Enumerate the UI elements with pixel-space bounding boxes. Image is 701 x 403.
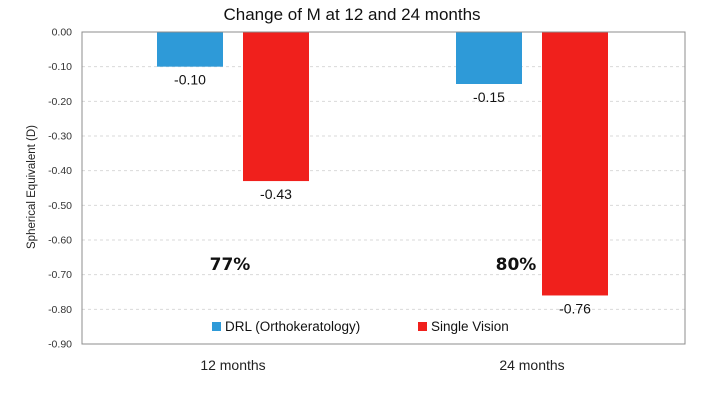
y-axis-title: Spherical Equivalent (D) [26,125,38,249]
plot-area-border [81,31,686,345]
y-axis-ticks: 0.00 -0.10 -0.20 -0.30 -0.40 -0.50 -0.60 -0.70 -… [48,27,72,351]
x-category-label: 12 months [200,357,265,373]
bar-drl-1 [456,32,522,84]
chart-title: Change of M at 12 and 24 months [223,5,480,24]
gridlines [82,66,685,310]
legend-swatch [418,322,427,331]
y-tick-label: -0.30 [48,131,72,143]
bars [157,32,608,296]
data-label: -0.76 [559,300,591,316]
data-labels: -0.10 -0.15 -0.43 -0.76 [174,72,591,317]
legend-swatch [212,322,221,331]
legend-label: DRL (Orthokeratology) [225,319,360,334]
y-tick-label: 0.00 [52,27,73,39]
y-tick-label: -0.60 [48,235,72,247]
legend: DRL (Orthokeratology) Single Vision [212,319,509,334]
y-tick-label: -0.50 [48,200,72,212]
y-tick-label: -0.70 [48,269,72,281]
y-tick-label: -0.10 [48,61,72,73]
bar-single-vision-1 [542,32,608,296]
bar-single-vision-0 [243,32,309,182]
data-label: -0.15 [473,89,505,105]
x-axis-categories: 12 months 24 months [200,357,564,373]
y-tick-label: -0.90 [48,339,72,351]
bar-drl-0 [157,32,223,67]
percent-annotation: 77% [210,255,251,275]
percent-annotation: 80% [496,255,537,275]
legend-label: Single Vision [431,319,509,334]
y-tick-label: -0.40 [48,165,72,177]
data-label: -0.10 [174,72,206,88]
data-label: -0.43 [260,186,292,202]
y-tick-label: -0.80 [48,304,72,316]
annotations: 77% 80% [210,255,537,275]
y-tick-label: -0.20 [48,96,72,108]
x-category-label: 24 months [499,357,564,373]
